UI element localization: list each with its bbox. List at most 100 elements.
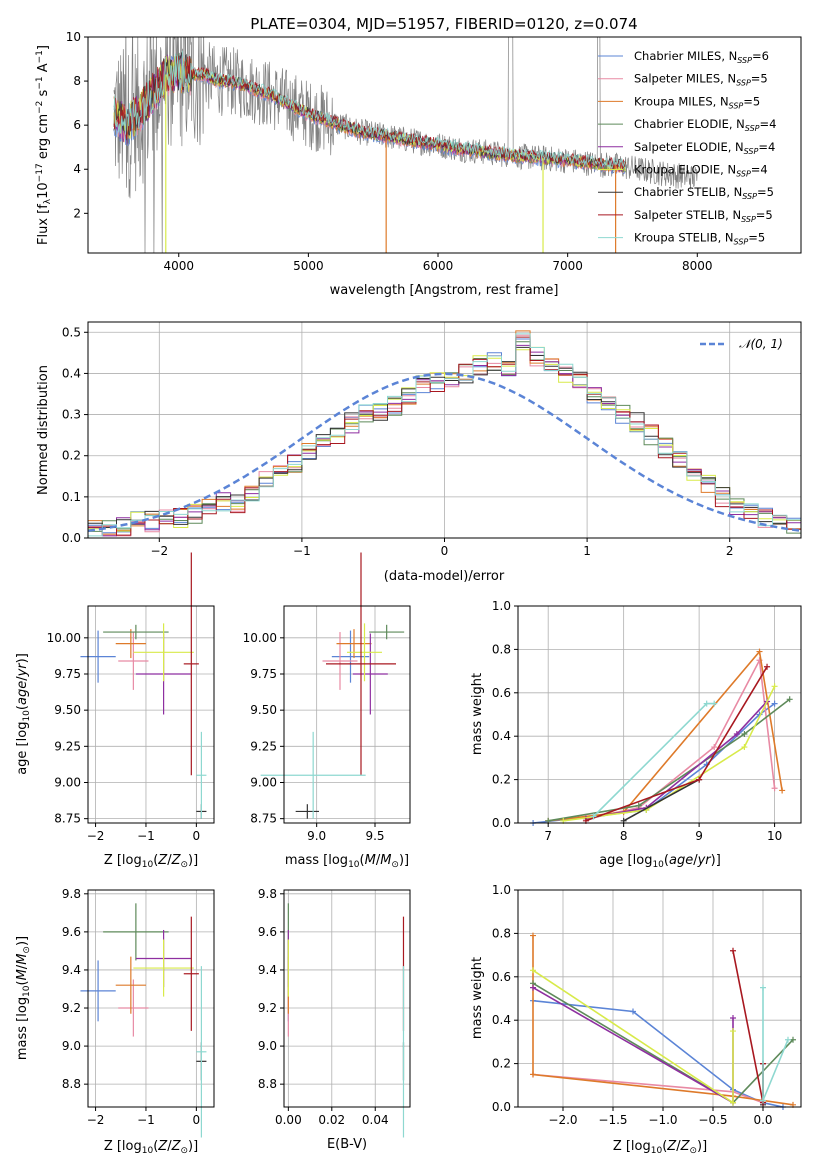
y-tick-label: 9.2 (62, 1001, 81, 1015)
weight-marker-kroupa_miles (756, 648, 763, 655)
weight-vs-age-plot-area (530, 648, 793, 826)
figure-title: PLATE=0304, MJD=51957, FIBERID=0120, z=0… (250, 15, 637, 33)
legend-label-salpeter_elodie: Salpeter ELODIE, NSSP=4 (634, 140, 775, 156)
y-tick-label: 6 (73, 118, 81, 132)
y-tick-label: 9.00 (54, 775, 81, 789)
y-tick-label: 8.8 (62, 1077, 81, 1091)
x-tick-label: 10 (767, 829, 782, 843)
mass-vs-Z-ylabel: mass [log10(M/M⊙)] (15, 936, 32, 1060)
weight-marker-kroupa_miles (530, 932, 536, 939)
age-vs-Z-axes: −2 −1 0 8.75 9.00 9.25 9.50 9.75 10.00 (47, 631, 201, 843)
weight-vs-Z-xlabel: Z [log10(Z/Z⊙)] (613, 1139, 707, 1156)
x-tick-label: −1.5 (598, 1113, 627, 1127)
x-tick-label: −1 (137, 1113, 155, 1127)
weight-marker-salpeter_stelib (730, 947, 736, 954)
spectrum-frame (87, 36, 802, 254)
weight-marker-chabrier_miles (630, 1008, 636, 1015)
weight-marker-kroupa_stelib (711, 700, 718, 707)
weight-line-kroupa_elodie (563, 685, 776, 822)
y-tick-label: 0.4 (492, 729, 511, 743)
y-tick-label: 1.0 (492, 883, 511, 897)
legend-label-salpeter_miles: Salpeter MILES, NSSP=5 (634, 72, 768, 88)
x-tick-label: −1 (293, 544, 311, 558)
mass-vs-Z-plot-area (80, 903, 207, 1138)
y-tick-label: 8.75 (250, 812, 277, 826)
y-tick-label: 0.6 (492, 686, 511, 700)
y-tick-label: 9.50 (250, 703, 277, 717)
legend-label-chabrier_elodie: Chabrier ELODIE, NSSP=4 (634, 117, 776, 133)
residual-histogram-kroupa_stelib (88, 333, 801, 537)
weight-marker-kroupa_stelib (590, 813, 597, 820)
weight-marker-salpeter_stelib (696, 776, 703, 783)
x-tick-label: 0 (441, 544, 449, 558)
y-tick-label: 0.6 (492, 970, 511, 984)
spectrum-xlabel: wavelength [Angstrom, rest frame] (330, 283, 559, 298)
y-tick-label: 0.0 (492, 1100, 511, 1114)
y-tick-label: 9.25 (250, 739, 277, 753)
age-vs-Z-plot-area (80, 552, 207, 819)
y-tick-label: 0.4 (492, 1013, 511, 1027)
weight-vs-age-panel: 7 8 9 10 0.0 0.2 0.4 0.6 0.8 1.0 age [log10(age/y… (470, 599, 802, 870)
weight-vs-Z-ylabel: mass weight (470, 957, 485, 1039)
y-tick-label: 2 (73, 206, 81, 220)
y-tick-label: 8.75 (54, 812, 81, 826)
x-tick-label: 9.5 (365, 829, 384, 843)
x-tick-label: 6000 (423, 259, 454, 273)
legend-label-kroupa_elodie: Kroupa ELODIE, NSSP=4 (634, 163, 768, 179)
spectrum-plot-area (113, 37, 698, 253)
weight-vs-age-frame (517, 605, 802, 824)
x-tick-label: −2.0 (548, 1113, 577, 1127)
x-tick-label: 7 (544, 829, 552, 843)
mass-vs-ebv-xlabel: E(B-V) (327, 1137, 367, 1152)
age-vs-mass-xlabel: mass [log10(M/M⊙)] (285, 853, 409, 870)
model-spectrum-line-kroupa_stelib (113, 50, 627, 170)
spectrum-legend: Chabrier MILES, NSSP=6 Salpeter MILES, NS… (598, 49, 776, 247)
weight-vs-age-axes: 7 8 9 10 0.0 0.2 0.4 0.6 0.8 1.0 (492, 599, 782, 843)
age-vs-Z-frame (87, 605, 215, 824)
residuals-legend: 𝒩(0, 1) (700, 337, 783, 351)
mass-vs-ebv-panel: 0.00 0.02 0.04 8.8 9.0 9.2 9.4 9.6 9.8 E(B-V) (258, 887, 411, 1152)
y-tick-label: 9.6 (62, 925, 81, 939)
weight-vs-age-ylabel: mass weight (470, 673, 485, 755)
weight-marker-kroupa_stelib (760, 984, 766, 991)
x-tick-label: 2 (726, 544, 734, 558)
y-tick-label: 9.2 (258, 1001, 277, 1015)
x-tick-label: 0 (193, 1113, 201, 1127)
weight-marker-kroupa_elodie (771, 683, 778, 690)
normal-curve (87, 372, 802, 533)
x-tick-label: 0.02 (318, 1113, 345, 1127)
weight-marker-kroupa_miles (779, 787, 786, 794)
y-tick-label: 10.00 (47, 631, 81, 645)
y-tick-label: 9.00 (250, 775, 277, 789)
legend-label-kroupa_miles: Kroupa MILES, NSSP=5 (634, 94, 760, 110)
x-tick-label: 7000 (552, 259, 583, 273)
weight-line-chabrier_elodie (548, 698, 791, 822)
spectrum-panel: 4000 5000 6000 7000 8000 2 4 6 8 10 wavelength [A… (35, 30, 802, 298)
weight-vs-Z-panel: −2.0 −1.5 −1.0 −0.5 0.0 0.0 0.2 0.4 0.6 0.8 1.0 Z … (470, 883, 802, 1156)
y-tick-label: 0.5 (62, 325, 81, 339)
legend-label-chabrier_stelib: Chabrier STELIB, NSSP=5 (634, 185, 774, 201)
y-tick-label: 0.2 (492, 1057, 511, 1071)
x-tick-label: 5000 (293, 259, 324, 273)
y-tick-label: 10.00 (243, 631, 277, 645)
x-tick-label: 0 (193, 829, 201, 843)
mass-vs-Z-axes: −2 −1 0 8.8 9.0 9.2 9.4 9.6 9.8 (62, 887, 200, 1127)
mass-vs-ebv-plot-area (287, 903, 405, 1138)
weight-vs-Z-plot-area (530, 932, 796, 1110)
model-spectrum-line-salpeter_stelib (113, 55, 627, 170)
mass-vs-Z-frame (87, 889, 215, 1108)
y-tick-label: 9.50 (54, 703, 81, 717)
spectrum-ylabel: Flux [fλ10−17 erg cm−2 s−1 A−1] (35, 45, 53, 245)
age-vs-mass-axes: 9.0 9.5 8.75 9.00 9.25 9.50 9.75 10.00 (243, 631, 385, 843)
y-tick-label: 0.0 (62, 531, 81, 545)
observed-spectrum-line (113, 37, 698, 253)
weight-marker-chabrier_miles (771, 700, 778, 707)
x-tick-label: −2 (150, 544, 168, 558)
x-tick-label: −2 (87, 829, 105, 843)
mass-vs-ebv-axes: 0.00 0.02 0.04 8.8 9.0 9.2 9.4 9.6 9.8 (258, 887, 389, 1127)
y-tick-label: 9.75 (54, 667, 81, 681)
y-tick-label: 0.0 (492, 816, 511, 830)
x-tick-label: 0.0 (753, 1113, 772, 1127)
x-tick-label: 4000 (163, 259, 194, 273)
legend-normal-label: 𝒩(0, 1) (739, 337, 783, 351)
